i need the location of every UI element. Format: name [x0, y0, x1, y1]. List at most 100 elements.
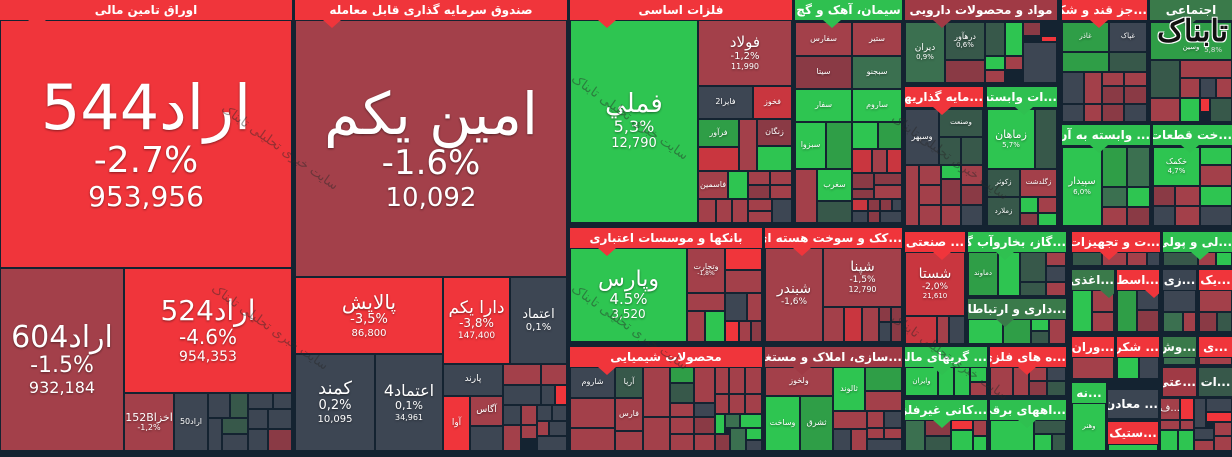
sector-title[interactable]: سیمان، آهک و گچ: [795, 0, 902, 20]
tile[interactable]: [872, 149, 887, 173]
tile[interactable]: [941, 205, 961, 226]
tile[interactable]: [705, 311, 725, 342]
tile-arya[interactable]: آریا: [615, 367, 643, 398]
sector-title[interactable]: ...زی: [1163, 270, 1196, 290]
tile[interactable]: [1072, 357, 1114, 379]
tile[interactable]: [746, 428, 762, 440]
tile[interactable]: [1062, 104, 1084, 122]
tile[interactable]: [725, 270, 762, 293]
tile[interactable]: [1194, 428, 1214, 440]
tile[interactable]: [1046, 282, 1066, 296]
tile-damavand[interactable]: دماوند: [968, 252, 998, 296]
tile[interactable]: [867, 439, 902, 451]
tile[interactable]: [1200, 147, 1232, 165]
tile[interactable]: [698, 199, 716, 223]
tile-shasta[interactable]: شستا -2,0% 21,610: [905, 252, 965, 316]
tile[interactable]: [1214, 436, 1232, 451]
tile[interactable]: [1147, 252, 1160, 266]
sector-title[interactable]: ...لی و پولی: [1163, 232, 1232, 252]
tile[interactable]: [1139, 357, 1159, 379]
sector-title[interactable]: بانکها و موسسات اعتباری: [570, 228, 762, 248]
tile[interactable]: [670, 434, 694, 451]
tile[interactable]: [1214, 422, 1232, 436]
tile[interactable]: [865, 391, 902, 411]
tile[interactable]: [729, 367, 745, 394]
sector-title[interactable]: اوراق تامین مالی: [0, 0, 292, 20]
tile[interactable]: [1217, 312, 1232, 332]
tile[interactable]: [1163, 357, 1196, 365]
sector-title[interactable]: ...گاز، بخاروآب گرم: [968, 232, 1066, 252]
sector-title[interactable]: ...داری و ارتباطات: [968, 299, 1066, 319]
tile-faravar[interactable]: فرآور: [698, 119, 739, 147]
tile[interactable]: [862, 307, 879, 342]
tile-vahnar[interactable]: وهنر: [1072, 403, 1106, 451]
tile[interactable]: [268, 429, 292, 451]
tile-sebjno[interactable]: سبجنو: [852, 56, 902, 89]
tile[interactable]: [990, 367, 1013, 396]
tile[interactable]: [1216, 252, 1232, 266]
tile[interactable]: [248, 393, 273, 409]
tile[interactable]: [874, 185, 902, 199]
tile[interactable]: [823, 307, 844, 342]
tile-vasin[interactable]: وسین: [1150, 22, 1232, 60]
tile[interactable]: [1041, 36, 1057, 42]
tile[interactable]: [687, 311, 705, 342]
tile[interactable]: [880, 211, 902, 223]
tile[interactable]: [503, 385, 541, 405]
tile[interactable]: [1200, 186, 1232, 206]
tile[interactable]: [248, 409, 268, 429]
tile[interactable]: [725, 414, 740, 428]
tile[interactable]: [1200, 165, 1232, 186]
tile-vatejarat[interactable]: وتجارت -1,8%: [687, 248, 725, 293]
tile[interactable]: [1102, 72, 1124, 86]
tile-arad544[interactable]: اراد544 -2.7% 953,956: [0, 20, 292, 268]
tile[interactable]: [1200, 78, 1216, 98]
tile-parand[interactable]: پارند: [443, 364, 503, 396]
tile[interactable]: [770, 185, 792, 199]
tile[interactable]: [985, 22, 1005, 56]
tile[interactable]: [521, 425, 537, 439]
tile[interactable]: [729, 394, 745, 414]
tile[interactable]: [852, 173, 874, 189]
tile[interactable]: [867, 428, 884, 439]
tile[interactable]: [954, 367, 970, 396]
tile[interactable]: [1124, 72, 1147, 86]
tile[interactable]: [1180, 398, 1194, 420]
tile[interactable]: [1127, 147, 1150, 187]
tile[interactable]: [844, 307, 862, 342]
tile-amin-yekom[interactable]: امین یکم -1.6% 10,092: [295, 20, 567, 277]
tile-sita[interactable]: سیتا: [795, 56, 852, 89]
tile[interactable]: [1038, 213, 1057, 226]
tile[interactable]: [268, 409, 292, 429]
sector-title[interactable]: ...سازی، املاک و مستغلات: [765, 347, 902, 367]
tile[interactable]: [949, 316, 965, 344]
tile[interactable]: [826, 122, 852, 169]
sector-title[interactable]: ...ات وابسته: [987, 87, 1057, 107]
tile-palayesh[interactable]: پالایش -3,5% 86,800: [295, 277, 443, 354]
tile[interactable]: [868, 199, 880, 211]
tile[interactable]: [772, 199, 792, 223]
tile[interactable]: [1049, 319, 1066, 344]
sector-title[interactable]: فلزات اساسی: [570, 0, 792, 20]
sector-title[interactable]: محصولات شیمیایی: [570, 347, 762, 367]
tile[interactable]: [570, 428, 615, 451]
tile[interactable]: [1117, 290, 1137, 332]
tile[interactable]: [1183, 312, 1196, 332]
tile[interactable]: [951, 420, 973, 430]
tile[interactable]: [1020, 282, 1046, 296]
tile-etemad4[interactable]: اعتماد4 0,1% 34,961: [375, 354, 443, 451]
sector-title[interactable]: ...ات: [1199, 368, 1232, 396]
tile[interactable]: [879, 322, 891, 342]
tile-zamahan[interactable]: زماهان 5,7%: [987, 109, 1035, 169]
tile[interactable]: [1160, 430, 1178, 451]
tile[interactable]: [887, 149, 902, 173]
tile[interactable]: [537, 421, 549, 436]
tile[interactable]: [1180, 78, 1200, 98]
tile[interactable]: [905, 316, 937, 344]
tile[interactable]: [985, 56, 1005, 70]
tile[interactable]: [1163, 290, 1196, 312]
tile[interactable]: [230, 393, 248, 418]
tile[interactable]: [833, 411, 867, 429]
tile[interactable]: [1005, 56, 1023, 70]
tile-diran[interactable]: دیران 0,9%: [905, 22, 945, 83]
